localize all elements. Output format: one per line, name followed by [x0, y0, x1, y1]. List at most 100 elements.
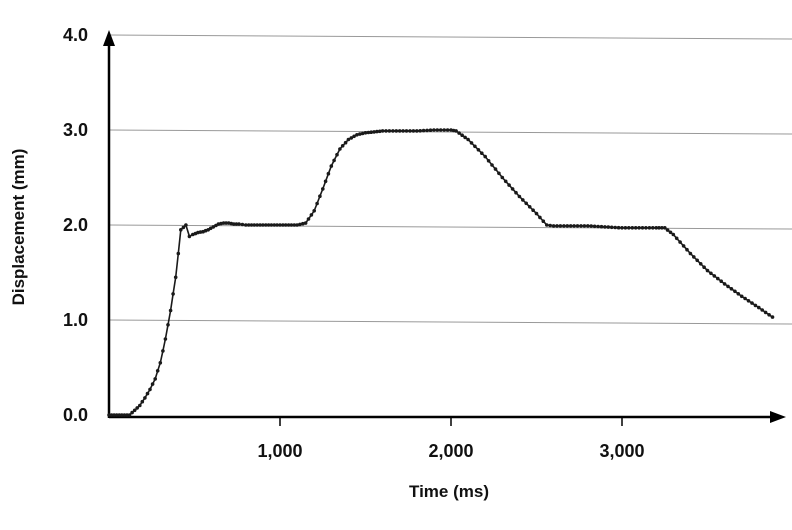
data-point	[517, 194, 522, 199]
data-point	[261, 223, 265, 227]
data-point	[286, 223, 291, 227]
x-tick-label: 3,000	[599, 441, 644, 461]
data-point	[702, 265, 706, 270]
gridlines	[108, 34, 792, 325]
data-point	[616, 225, 621, 230]
data-point	[651, 226, 655, 230]
data-point	[404, 129, 409, 133]
data-point	[240, 222, 245, 227]
data-point	[184, 223, 188, 227]
data-point	[568, 224, 573, 228]
data-point	[301, 221, 305, 226]
data-point	[387, 129, 392, 133]
data-point	[466, 137, 470, 142]
data-point	[148, 387, 152, 392]
data-point	[695, 258, 699, 263]
data-point	[763, 310, 768, 315]
data-point	[654, 226, 658, 230]
data-point	[283, 223, 288, 227]
data-point	[469, 141, 474, 145]
data-point	[613, 225, 617, 230]
data-point	[346, 137, 351, 142]
data-point	[476, 148, 481, 152]
data-point	[586, 224, 590, 228]
data-point	[438, 128, 443, 132]
data-point	[415, 129, 419, 133]
data-point	[418, 129, 423, 133]
data-point	[531, 208, 535, 212]
data-point	[770, 315, 775, 319]
data-point	[114, 413, 119, 417]
data-point	[173, 275, 178, 280]
x-tick-label: 2,000	[428, 441, 473, 461]
data-point	[380, 129, 385, 133]
data-point	[663, 226, 667, 230]
data-point	[463, 135, 467, 140]
data-point	[224, 221, 228, 225]
x-axis-title: Time (ms)	[409, 482, 489, 501]
data-point	[221, 221, 226, 225]
data-point	[565, 224, 570, 228]
data-point	[352, 134, 356, 139]
data-point	[538, 215, 542, 220]
data-point	[163, 337, 168, 341]
data-point	[640, 226, 645, 230]
data-point	[572, 224, 576, 228]
data-point	[750, 301, 754, 305]
data-point	[340, 144, 345, 148]
data-point	[375, 129, 379, 134]
data-point	[743, 296, 747, 301]
data-point	[555, 224, 559, 228]
data-point	[234, 222, 239, 226]
data-point	[323, 179, 328, 184]
data-point	[514, 190, 518, 195]
data-point	[145, 391, 150, 396]
data-point	[582, 224, 587, 228]
data-point	[709, 271, 713, 276]
data-point	[589, 224, 593, 228]
data-point	[599, 224, 604, 229]
data-point	[171, 292, 175, 296]
data-point	[483, 154, 488, 159]
data-point	[746, 299, 751, 303]
data-point	[264, 223, 268, 227]
data-point	[660, 226, 664, 230]
data-point	[332, 158, 336, 163]
data-point	[246, 223, 251, 227]
data-point	[442, 128, 447, 132]
data-point	[596, 224, 600, 229]
data-point	[130, 410, 134, 415]
data-point	[411, 129, 416, 133]
data-point	[343, 140, 348, 145]
data-point	[122, 413, 127, 417]
data-point	[603, 225, 607, 229]
data-point	[378, 129, 382, 134]
data-point	[521, 198, 525, 202]
data-point	[647, 226, 652, 230]
data-point	[143, 396, 147, 400]
data-point	[753, 303, 758, 308]
data-point	[657, 226, 661, 230]
data-point	[490, 163, 494, 167]
data-point	[179, 228, 183, 232]
data-point	[527, 205, 532, 209]
data-point	[295, 223, 299, 227]
data-point	[630, 226, 635, 230]
data-point	[425, 128, 429, 133]
data-point	[623, 226, 628, 230]
data-point	[176, 251, 181, 256]
data-point	[719, 279, 723, 284]
data-point	[428, 128, 433, 132]
data-point	[272, 223, 277, 227]
data-point	[592, 224, 597, 229]
data-point	[579, 224, 583, 228]
data-point	[158, 361, 163, 365]
data-point	[473, 144, 477, 149]
data-point	[503, 179, 508, 184]
data-point	[321, 187, 325, 191]
data-point	[722, 282, 727, 286]
data-point	[493, 167, 498, 171]
data-point	[252, 223, 257, 227]
data-point	[244, 223, 248, 227]
data-point	[486, 159, 491, 163]
